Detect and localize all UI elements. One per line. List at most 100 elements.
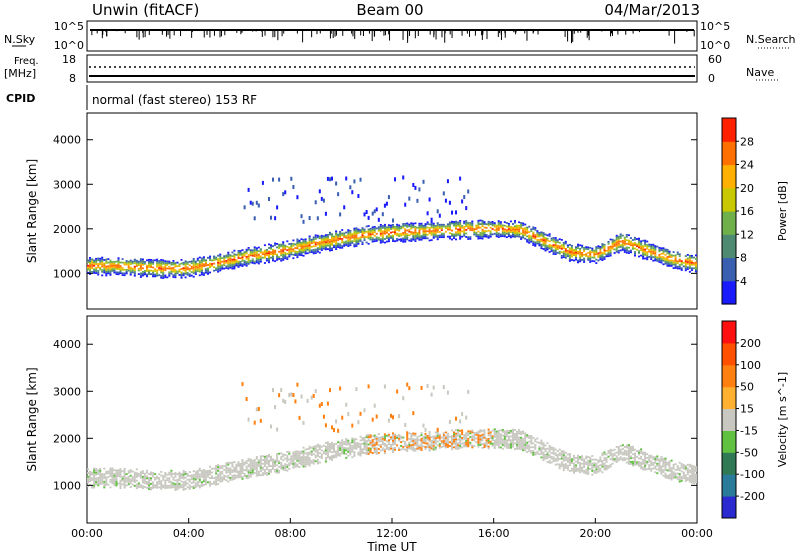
echo-cell [324,441,327,444]
echo-cell [164,479,167,482]
echo-cell [457,233,460,236]
echo-cell [219,471,222,474]
echo-cell [300,394,303,399]
echo-cell [379,231,382,233]
echo-cell [570,460,573,463]
echo-cell [276,460,279,463]
echo-cell [320,196,323,201]
echo-cell [587,257,590,259]
echo-cell [247,259,250,262]
echo-cell [359,449,362,451]
echo-cell [692,469,695,471]
echo-cell [408,196,411,201]
echo-cell [412,183,415,187]
echo-cell [379,444,382,446]
echo-cell [204,483,207,486]
colorbar-segment [722,430,736,453]
echo-cell [276,253,279,256]
echo-cell [196,257,199,260]
echo-cell [593,255,596,257]
echo-cell [215,258,218,261]
echo-cell [385,447,388,450]
echo-cell [595,470,598,473]
echo-cell [241,460,244,463]
echo-cell [599,251,602,254]
echo-cell [97,259,100,262]
echo-cell [617,446,620,449]
colorbar-tick-label: 100 [740,359,761,372]
echo-cell [520,440,523,443]
echo-cell [300,252,303,255]
echo-cell [485,226,488,229]
echo-cell [668,466,671,469]
echo-cell [479,429,482,431]
echo-cell [398,434,401,436]
echo-cell [333,450,336,453]
echo-cell [422,423,425,428]
echo-cell [276,464,279,467]
echo-cell [209,255,212,258]
echo-cell [552,240,555,243]
echo-cell [310,249,313,252]
echo-cell [296,454,299,457]
echo-cell [636,461,639,464]
echo-cell [148,273,151,275]
echo-cell [280,458,283,460]
echo-cell [347,439,350,442]
echo-cell [392,415,395,420]
echo-cell [263,461,266,464]
echo-cell [483,223,486,225]
echo-cell [642,248,645,251]
echo-cell [115,264,118,267]
echo-cell [178,484,181,487]
echo-cell [448,200,451,205]
echo-cell [577,250,580,253]
echo-cell [451,235,454,237]
echo-cell [658,467,661,470]
echo-cell [538,232,541,234]
echo-cell [286,256,289,259]
echo-cell [556,241,559,243]
echo-cell [109,265,112,267]
echo-cell [347,245,350,247]
echo-cell [611,246,614,248]
echo-cell [113,473,116,475]
echo-cell [160,266,163,268]
echo-cell [589,458,592,461]
echo-cell [514,434,517,437]
echo-cell [400,437,403,440]
echo-cell [629,455,632,458]
echo-cell [357,420,360,425]
echo-cell [412,438,415,441]
echo-cell [573,470,576,472]
freq-unit: [MHz] [4,67,36,80]
echo-cell [426,233,429,236]
echo-cell [174,479,177,482]
echo-cell [467,238,470,240]
colorbar-tick-label: 15 [740,403,754,416]
echo-cell [109,478,112,481]
echo-cell [282,453,285,456]
echo-cell [284,469,287,471]
echo-cell [253,472,256,474]
echo-cell [603,453,606,456]
echo-cell [615,238,618,241]
echo-cell [255,474,258,477]
echo-cell [617,246,620,249]
echo-cell [601,243,604,245]
echo-cell [168,274,171,277]
echo-cell [166,473,169,476]
echo-cell [172,270,175,273]
echo-cell [357,232,360,234]
echo-cell [186,266,189,269]
echo-cell [662,252,665,255]
echo-cell [617,448,620,450]
colorbar-tick-label: 50 [740,381,754,394]
echo-cell [398,449,401,451]
echo-cell [172,267,175,269]
echo-cell [351,445,354,447]
colorbar-tick-label: 28 [740,135,754,148]
echo-cell [296,242,299,244]
echo-cell [542,242,545,245]
echo-cell [605,457,608,460]
